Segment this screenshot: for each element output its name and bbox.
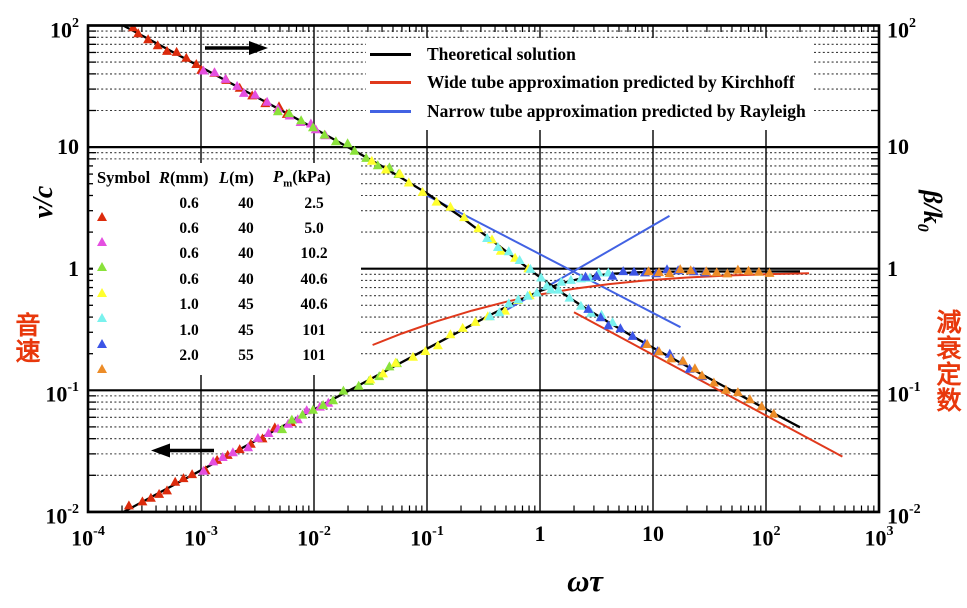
symbol-table-row: 2.0 55 101 [97, 343, 355, 374]
series-markers-R0.6-L40-P40.6 [365, 155, 535, 384]
y-right-tick-label: 10 [887, 134, 909, 160]
y-right-tick-label: 10-1 [887, 380, 921, 407]
symbol-table-cell-pm: 5.0 [304, 220, 324, 238]
legend-line-swatch [370, 109, 411, 113]
y-left-tick-label: 102 [50, 15, 79, 42]
symbol-table-row: 0.6 40 40.6 [97, 267, 355, 297]
x-axis-title: ωτ [567, 563, 603, 598]
symbol-table-cell-l: 40 [238, 194, 254, 212]
symbol-table-cell-pm: 10.2 [300, 245, 328, 263]
symbol-table-cell-l: 55 [238, 347, 254, 365]
symbol-table-header-cell: Symbol [97, 168, 151, 187]
y-left-tick-label: 10-2 [45, 501, 79, 529]
right-axis-title-base: β/k [918, 190, 948, 224]
symbol-table-cell-l: 40 [238, 270, 254, 288]
x-tick-label: 10-1 [410, 524, 444, 551]
triangle-symbol-icon [97, 220, 107, 247]
curve-kirchhoff-attenuation [573, 311, 843, 458]
legend-item: Narrow tube approximation predicted by R… [370, 97, 806, 126]
symbol-table: Symbol R(mm) L(m) Pm(kPa) 0.6 40 2.5 0.6 40 5.0 0.… [93, 163, 361, 375]
x-tick-label: 1 [534, 521, 546, 546]
series-markers-R1.0-L45-P40.6 [482, 233, 618, 327]
triangle-symbol-icon [97, 321, 107, 348]
y-right-tick-label: 10-2 [887, 501, 921, 529]
legend-label: Theoretical solution [427, 43, 576, 64]
plot-border [86, 24, 881, 514]
y-right-tick-label: 1 [887, 255, 898, 281]
curve-theoretical-attenuation [120, 25, 801, 429]
x-tick-label: 10-4 [71, 524, 105, 551]
symbol-table-cell-pm: 40.6 [300, 296, 328, 314]
symbol-table-cell-l: 40 [238, 220, 254, 238]
symbol-table-cell-l: 45 [238, 296, 254, 314]
y-right-tick-label: 102 [887, 15, 916, 42]
legend-item: Wide tube approximation predicted by Kir… [370, 69, 806, 98]
symbol-table-cell-r: 0.6 [179, 194, 199, 212]
symbol-table-header: Symbol R(mm) L(m) Pm(kPa) [97, 165, 355, 191]
symbol-table-cell-pm: 40.6 [300, 270, 328, 288]
triangle-symbol-icon [97, 347, 107, 374]
symbol-table-cell-r: 1.0 [179, 296, 199, 314]
symbol-table-row: 1.0 45 101 [97, 318, 355, 348]
x-tick-label: 10-2 [297, 524, 331, 551]
symbol-table-cell-r: 2.0 [179, 347, 199, 365]
symbol-table-row: 1.0 45 40.6 [97, 293, 355, 323]
curve-kirchhoff-velocity [372, 272, 810, 346]
triangle-symbol-icon [97, 245, 107, 272]
left-axis-title-cjk: 音速 [12, 312, 39, 364]
symbol-table-header-cell: Pm(kPa) [273, 166, 331, 190]
symbol-table-cell-r: 0.6 [179, 270, 199, 288]
curve-rayleigh-attenuation [421, 192, 681, 329]
legend-label: Wide tube approximation predicted by Kir… [427, 72, 795, 93]
legend-label: Narrow tube approximation predicted by R… [427, 100, 806, 121]
symbol-table-row: 0.6 40 10.2 [97, 242, 355, 272]
symbol-table-row: 0.6 40 2.5 [97, 191, 355, 221]
symbol-table-cell-pm: 101 [302, 347, 326, 365]
x-tick-label: 10-3 [184, 524, 218, 551]
symbol-table-row: 0.6 40 5.0 [97, 216, 355, 247]
left-axis-title: v/c [28, 185, 59, 219]
series-markers-R2.0-L55-P101 [642, 264, 779, 418]
symbol-table-cell-l: 45 [238, 321, 254, 339]
right-axis-title-cjk: 減衰定数 [933, 309, 960, 413]
symbol-table-cell-r: 1.0 [179, 321, 199, 339]
legend-item: Theoretical solution [370, 40, 806, 69]
right-axis-title: β/k0 [913, 190, 947, 232]
symbol-table-header-cell: L(m) [219, 168, 254, 187]
symbol-table-header-cell: R(mm) [159, 168, 209, 187]
x-tick-label: 102 [751, 524, 781, 551]
right-axis-title-sub: 0 [913, 223, 931, 232]
symbol-table-cell-pm: 2.5 [304, 194, 324, 212]
y-left-tick-label: 1 [68, 255, 79, 281]
legend: Theoretical solution Wide tube approximat… [366, 38, 814, 130]
y-left-tick-label: 10-1 [45, 380, 79, 407]
legend-line-swatch [370, 52, 411, 56]
upper-curve-axis-arrow [205, 41, 268, 55]
x-tick-label: 10 [642, 521, 664, 546]
symbol-table-cell-r: 0.6 [179, 245, 199, 263]
symbol-table-cell-l: 40 [238, 245, 254, 263]
y-left-tick-label: 10 [57, 134, 79, 160]
triangle-symbol-icon [97, 296, 107, 323]
series-markers-R1.0-L45-P101 [580, 264, 710, 381]
symbol-table-cell-r: 0.6 [179, 220, 199, 238]
legend-line-swatch [370, 81, 411, 85]
x-tick-label: 103 [864, 524, 894, 551]
triangle-symbol-icon [97, 270, 107, 297]
triangle-symbol-icon [97, 194, 107, 221]
symbol-table-cell-pm: 101 [302, 321, 326, 339]
lower-curve-axis-arrow [151, 443, 214, 458]
